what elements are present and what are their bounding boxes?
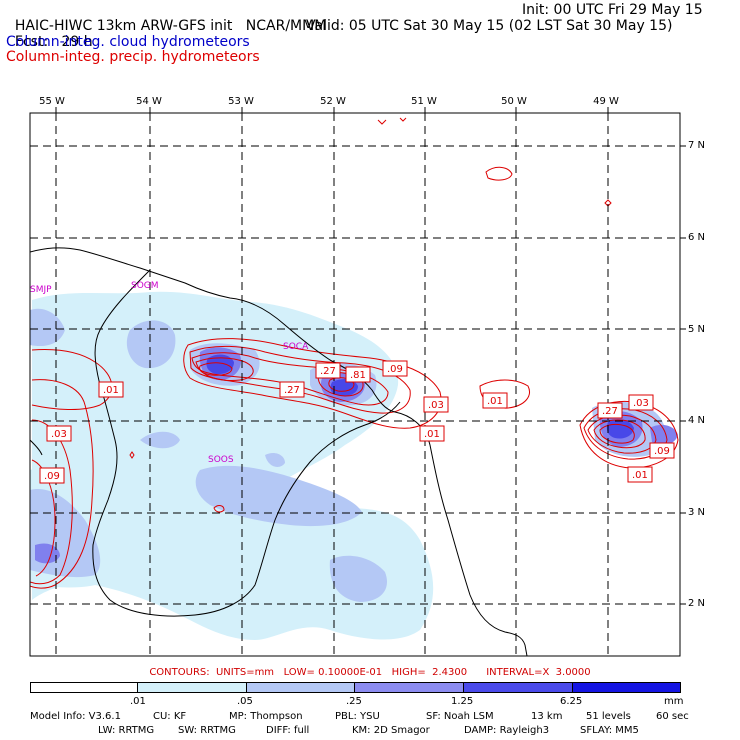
colorbar-segment bbox=[463, 682, 573, 693]
svg-text:.03: .03 bbox=[633, 398, 649, 409]
lon-label: 49 W bbox=[593, 96, 619, 107]
footer-diff: DIFF: full bbox=[266, 725, 310, 736]
model-title: HAIC-HIWC 13km ARW-GFS init bbox=[14, 18, 233, 34]
lat-label: 5 N bbox=[688, 324, 706, 335]
footer-mp: MP: Thompson bbox=[229, 711, 303, 722]
svg-text:.01: .01 bbox=[424, 429, 440, 440]
contour-label-box: .03 bbox=[46, 425, 72, 442]
footer-damp: DAMP: Rayleigh3 bbox=[464, 725, 550, 736]
contour-label-box: .03 bbox=[628, 394, 654, 411]
svg-text:.09: .09 bbox=[387, 364, 403, 375]
footer-sw: SW: RRTMG bbox=[178, 725, 236, 736]
svg-text:.27: .27 bbox=[602, 406, 618, 417]
footer-timestep: 60 sec bbox=[656, 711, 689, 722]
contour-label-box: .09 bbox=[382, 360, 408, 377]
latlon-grid bbox=[30, 113, 680, 656]
org-label: NCAR/MMM bbox=[245, 18, 327, 34]
contour-label-box: .03 bbox=[423, 396, 449, 413]
lon-label: 55 W bbox=[39, 96, 65, 107]
colorbar-tick-label: 1.25 bbox=[451, 696, 474, 707]
contour-label-box: .01 bbox=[482, 392, 508, 409]
contour-label-box: .01 bbox=[419, 425, 445, 442]
footer-model-info: Model Info: V3.6.1 bbox=[30, 711, 121, 722]
footer-sflay: SFLAY: MM5 bbox=[580, 725, 639, 736]
header-title-line: HAIC-HIWC 13km ARW-GFS init NCAR/MMM bbox=[6, 2, 326, 34]
lat-label: 4 N bbox=[688, 415, 706, 426]
footer-levels: 51 levels bbox=[586, 711, 631, 722]
fcst-label: Fcst: bbox=[14, 34, 49, 50]
lon-label: 53 W bbox=[228, 96, 254, 107]
contour-label-box: .81 bbox=[345, 366, 371, 383]
contour-label-box: .01 bbox=[98, 381, 124, 398]
footer-res: 13 km bbox=[531, 711, 563, 722]
svg-text:.03: .03 bbox=[51, 429, 67, 440]
colorbar-segment bbox=[572, 682, 681, 693]
plot-frame bbox=[29, 112, 681, 657]
svg-text:.03: .03 bbox=[428, 400, 444, 411]
station-label: SOGM bbox=[131, 281, 159, 291]
svg-text:.81: .81 bbox=[350, 370, 366, 381]
contour-info: CONTOURS: UNITS=mm LOW= 0.10000E-01 HIGH… bbox=[149, 667, 591, 678]
station-label: SOCA bbox=[283, 342, 309, 352]
axis-ticks bbox=[55, 107, 686, 605]
svg-text:.01: .01 bbox=[632, 470, 648, 481]
colorbar-segment bbox=[354, 682, 464, 693]
field-label-precip: Column-integ. precip. hydrometeors bbox=[6, 49, 260, 65]
contour-label-box: .01 bbox=[627, 466, 653, 483]
init-time: Init: 00 UTC Fri 29 May 15 bbox=[522, 2, 703, 18]
lat-label: 7 N bbox=[688, 140, 706, 151]
lon-label: 54 W bbox=[136, 96, 162, 107]
svg-text:.01: .01 bbox=[487, 396, 503, 407]
contour-label-box: .27 bbox=[315, 362, 341, 379]
station-label: SMJP bbox=[30, 285, 52, 295]
contour-label-box: .09 bbox=[39, 467, 65, 484]
colorbar-tick-label: .25 bbox=[346, 696, 362, 707]
valid-time: Valid: 05 UTC Sat 30 May 15 (02 LST Sat … bbox=[306, 18, 673, 34]
contour-value-labels: .01 .03 .09 .27 .27 .81 .09 .03 .01 .01 … bbox=[39, 360, 675, 484]
forecast-hour-line: Fcst: 29 h bbox=[6, 18, 93, 50]
svg-text:.27: .27 bbox=[320, 366, 336, 377]
lon-label: 50 W bbox=[501, 96, 527, 107]
fcst-value: 29 h bbox=[61, 34, 93, 50]
field-label-cloud: Column-integ. cloud hydrometeors bbox=[6, 34, 250, 50]
footer-km: KM: 2D Smagor bbox=[352, 725, 430, 736]
lon-label: 51 W bbox=[411, 96, 437, 107]
colorbar-tick-label: .05 bbox=[237, 696, 253, 707]
lat-label: 3 N bbox=[688, 507, 706, 518]
footer-pbl: PBL: YSU bbox=[335, 711, 380, 722]
station-labels: SMJP SOGM SOCA SOOS bbox=[30, 281, 309, 465]
contour-label-box: .27 bbox=[279, 381, 305, 398]
footer-lw: LW: RRTMG bbox=[98, 725, 155, 736]
colorbar-units: mm bbox=[664, 696, 684, 707]
precip-contours bbox=[30, 117, 679, 589]
colorbar-segment bbox=[246, 682, 355, 693]
colorbar-tick-label: 6.25 bbox=[560, 696, 583, 707]
lat-label: 6 N bbox=[688, 232, 706, 243]
footer-sf: SF: Noah LSM bbox=[426, 711, 494, 722]
lat-label: 2 N bbox=[688, 598, 706, 609]
station-label: SOOS bbox=[208, 455, 234, 465]
colorbar-segment bbox=[137, 682, 247, 693]
contour-label-box: .09 bbox=[649, 442, 675, 459]
footer-cu: CU: KF bbox=[153, 711, 187, 722]
svg-text:.01: .01 bbox=[103, 385, 119, 396]
contour-label-box: .27 bbox=[597, 402, 623, 419]
lon-label: 52 W bbox=[320, 96, 346, 107]
colorbar-segment bbox=[30, 682, 138, 693]
svg-text:.09: .09 bbox=[654, 446, 670, 457]
colorbar-tick-label: .01 bbox=[130, 696, 146, 707]
svg-text:.09: .09 bbox=[44, 471, 60, 482]
svg-text:.27: .27 bbox=[284, 385, 300, 396]
